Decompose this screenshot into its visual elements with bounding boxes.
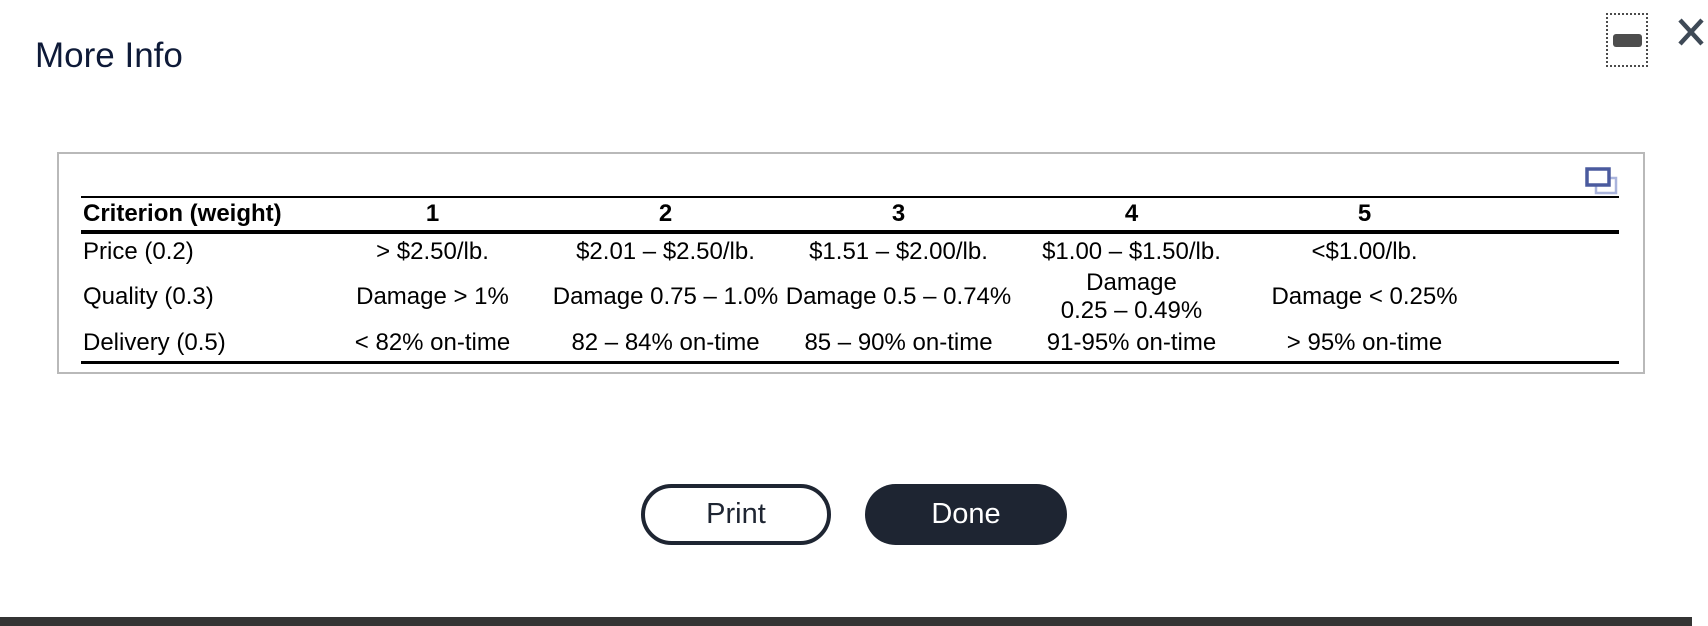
criterion-cell: Price (0.2) [83,237,194,265]
value-cell: Damage 0.25 – 0.49% [1060,269,1203,324]
value-cell: Damage < 0.25% [1271,283,1458,310]
bottom-bar [0,617,1692,626]
table-row-delivery: Delivery (0.5) < 82% on-time 82 – 84% on… [81,325,1619,362]
criteria-table: Criterion (weight) 1 2 3 4 5 Price (0.2)… [81,196,1619,364]
column-header-3: 3 [782,197,1015,234]
value-cell: Damage 0.75 – 1.0% [552,283,779,310]
value-cell: < 82% on-time [354,328,511,356]
info-table-card: Criterion (weight) 1 2 3 4 5 Price (0.2)… [57,152,1645,374]
value-cell: > $2.50/lb. [376,237,489,265]
column-header-2: 2 [549,197,782,234]
minimize-button[interactable] [1606,13,1648,67]
spacer-cell [1481,232,1619,269]
print-button[interactable]: Print [641,484,831,545]
column-header-5: 5 [1248,197,1481,234]
column-header-1: 1 [316,197,549,234]
criterion-cell: Quality (0.3) [83,283,214,310]
spacer-cell [1481,269,1619,325]
value-cell: 82 – 84% on-time [571,328,760,356]
spacer-cell [1481,325,1619,362]
criterion-cell: Delivery (0.5) [83,328,226,356]
value-cell: Damage 0.5 – 0.74% [785,283,1012,310]
minimize-icon [1612,33,1642,47]
close-icon [1678,18,1704,46]
table-header-row: Criterion (weight) 1 2 3 4 5 [81,197,1619,234]
page-title: More Info [35,36,183,75]
value-cell: $2.01 – $2.50/lb. [576,237,755,265]
value-cell: $1.51 – $2.00/lb. [809,237,988,265]
copy-icon [1585,167,1618,195]
value-cell: $1.00 – $1.50/lb. [1042,237,1221,265]
value-cell: > 95% on-time [1286,328,1443,356]
value-cell: Damage > 1% [356,283,509,310]
button-row: Print Done [0,484,1708,545]
value-cell: 85 – 90% on-time [804,328,993,356]
table-row-quality: Quality (0.3) Damage > 1% Damage 0.75 – … [81,269,1619,325]
done-button[interactable]: Done [865,484,1067,545]
column-header-criterion: Criterion (weight) [81,197,316,234]
value-cell: 91-95% on-time [1046,328,1217,356]
column-header-4: 4 [1015,197,1248,234]
spacer-cell [1481,197,1619,234]
copy-table-button[interactable] [1585,167,1619,197]
table-row-price: Price (0.2) > $2.50/lb. $2.01 – $2.50/lb… [81,232,1619,269]
value-cell: <$1.00/lb. [1311,237,1418,265]
close-button[interactable] [1676,14,1706,50]
